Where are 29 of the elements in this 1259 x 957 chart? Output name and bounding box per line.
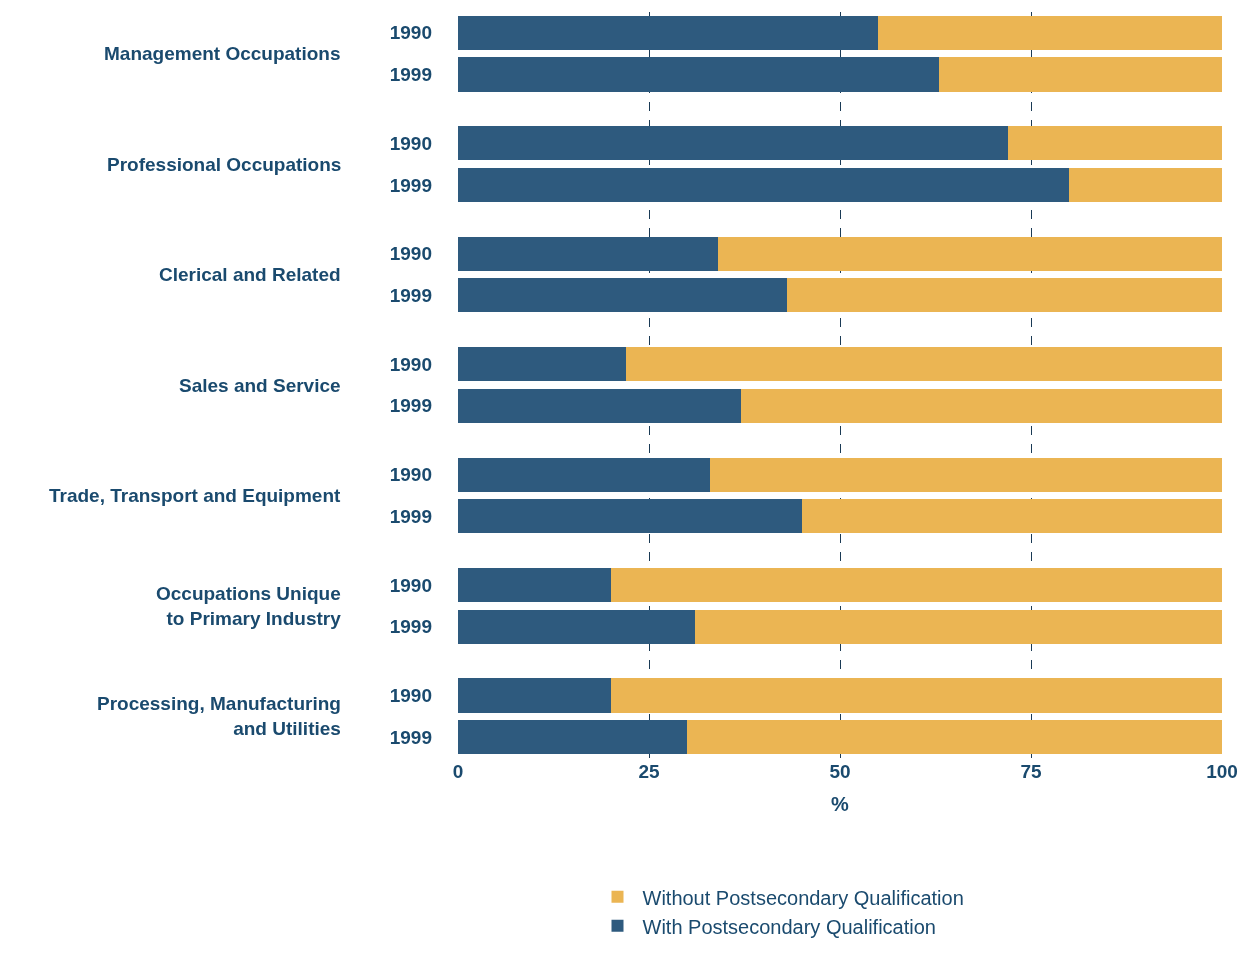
y-tick-label: 1990 bbox=[389, 685, 432, 707]
text: Professional Occupations bbox=[107, 154, 342, 175]
y-tick-label: 1999 bbox=[389, 285, 432, 307]
text: Management Occupations bbox=[104, 43, 341, 64]
text: Sales and Service bbox=[179, 375, 341, 396]
x-tick-label: 0 bbox=[452, 761, 464, 782]
x-tick-label: 50 bbox=[829, 761, 851, 782]
x-axis-title: % bbox=[831, 792, 850, 815]
text: Trade, Transport and Equipment bbox=[49, 485, 342, 506]
y-tick-label: 1999 bbox=[389, 616, 432, 638]
y-tick-label: 1999 bbox=[389, 726, 432, 748]
text: Processing, Manufacturing and Utilities bbox=[97, 693, 341, 739]
y-tick-label: 1990 bbox=[389, 243, 432, 265]
y-tick-label: 1990 bbox=[389, 464, 432, 486]
y-tick-label: 1990 bbox=[389, 22, 432, 44]
text: Occupations Unique to Primary Industry bbox=[156, 583, 342, 629]
x-tick-label: 75 bbox=[1020, 761, 1042, 782]
x-tick-label: 100 bbox=[1206, 761, 1238, 782]
legend-label: Without Postsecondary Qualification bbox=[642, 886, 964, 909]
y-tick-label: 1990 bbox=[389, 132, 432, 154]
text: Clerical and Related bbox=[159, 264, 341, 285]
y-tick-label: 1999 bbox=[389, 174, 432, 196]
x-tick-label: 25 bbox=[638, 761, 660, 782]
legend-label: With Postsecondary Qualification bbox=[642, 915, 936, 938]
y-tick-label: 1999 bbox=[389, 395, 432, 417]
y-tick-label: 1990 bbox=[389, 574, 432, 596]
y-tick-label: 1999 bbox=[389, 64, 432, 86]
y-tick-label: 1999 bbox=[389, 505, 432, 527]
y-tick-label: 1990 bbox=[389, 353, 432, 375]
